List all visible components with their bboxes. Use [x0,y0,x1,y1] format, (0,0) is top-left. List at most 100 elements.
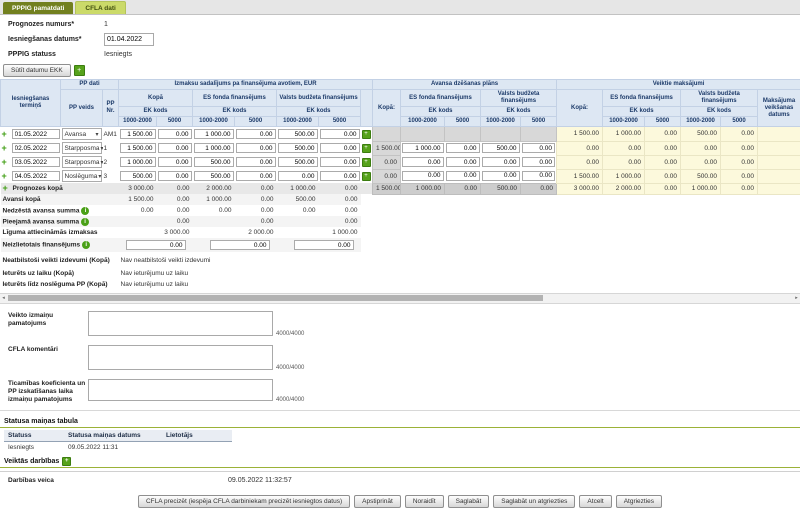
amount-input[interactable] [278,143,318,153]
adz-amount-input[interactable] [446,143,480,153]
scroll-right-icon[interactable]: ▸ [793,295,800,301]
saglabat-button[interactable]: Saglabāt [448,495,490,508]
pp-veids-select[interactable]: Noslēguma [62,170,102,182]
termins-input[interactable] [12,143,60,153]
vm-cell: 1 000.00 [603,127,645,142]
amount-input[interactable] [236,157,276,167]
adz-amount-input[interactable] [522,157,556,167]
expand-veiktas-icon[interactable]: + [62,457,71,466]
row-action-icon[interactable]: + [362,158,371,167]
amount-input[interactable] [236,129,276,139]
summary-value: 0.00 [277,205,319,216]
amount-input[interactable] [194,171,234,181]
adz-amount-input[interactable] [402,171,444,181]
amount-input[interactable] [320,157,360,167]
adz-amount-input[interactable] [446,171,480,181]
amount-input[interactable] [158,129,192,139]
vm-datums-cell [758,141,800,155]
col-header-5000: 5000 [445,117,481,127]
iesniegsanas-datums-input[interactable] [104,33,154,46]
amount-input[interactable] [120,171,156,181]
cfla-komentari-textarea[interactable] [88,345,273,370]
adz-amount-input[interactable] [482,143,520,153]
amount-input[interactable] [320,171,360,181]
termins-input[interactable] [12,171,60,181]
pppig-statuss-value: Iesniegts [104,51,132,58]
adz-amount-input[interactable] [482,157,520,167]
action-buttons: CFLA precizēt (iespēja CFLA darbiniekam … [0,495,800,508]
amount-input[interactable] [320,143,360,153]
info-icon[interactable]: i [81,218,89,226]
expand-row-icon[interactable]: + [2,130,7,138]
vm-total-cell: 1 000.00 [681,183,721,194]
send-ekk-icon[interactable]: + [74,65,85,76]
ticamibas-textarea[interactable] [88,379,273,401]
col-header-ek: EK kods [603,107,681,117]
neizlietotais-input[interactable] [126,240,186,250]
expand-row-icon[interactable]: + [2,144,7,152]
status-datums-value: 09.05.2022 11:31 [64,442,162,454]
scrollbar-thumb[interactable] [8,295,543,301]
pp-veids-select[interactable]: Starpposma [62,142,102,154]
neizlietotais-input[interactable] [294,240,354,250]
noraidit-button[interactable]: Noraidīt [405,495,444,508]
pp-veids-select[interactable]: Avansa [62,128,102,140]
sutit-datumu-ekk-button[interactable]: Sūtīt datumu EKK [3,64,71,77]
termins-input[interactable] [12,157,60,167]
adz-amount-input[interactable] [522,171,556,181]
saglabat-atgriezties-button[interactable]: Saglabāt un atgriezties [493,495,575,508]
amount-input[interactable] [194,129,234,139]
row-action-icon[interactable]: + [362,172,371,181]
vm-cell: 0.00 [645,141,681,155]
amount-input[interactable] [236,171,276,181]
totals-row: + Prognozes kopā 3 000.00 0.00 2 000.00 … [1,183,800,194]
total-cell: 1 000.00 [277,183,319,194]
adz-amount-input[interactable] [402,143,444,153]
status-row: Iesniegts 09.05.2022 11:31 [4,442,232,454]
amount-input[interactable] [278,171,318,181]
tab-cfla-dati[interactable]: CFLA dati [75,1,125,14]
adz-total-cell: 1 500.00 [373,183,401,194]
amount-input[interactable] [236,143,276,153]
veikto-izmainu-textarea[interactable] [88,311,273,336]
adz-amount-input[interactable] [446,157,480,167]
amount-input[interactable] [158,143,192,153]
neatbilstosi-value: Nav neatbilstoši veikti izdevumi [119,252,361,268]
info-icon[interactable]: i [81,207,89,215]
amount-input[interactable] [120,143,156,153]
amount-input[interactable] [158,171,192,181]
amount-input[interactable] [194,143,234,153]
apstiprinat-button[interactable]: Apstiprināt [354,495,401,508]
col-header-1000-2000: 1000-2000 [277,117,319,127]
expand-row-icon[interactable]: + [2,172,7,180]
expand-totals-icon[interactable]: + [3,184,8,192]
amount-input[interactable] [278,157,318,167]
neizlietotais-input[interactable] [210,240,270,250]
prognozes-numurs-value: 1 [104,21,108,28]
scroll-left-icon[interactable]: ◂ [0,295,7,301]
tab-pppig-pamatdati[interactable]: PPPIG pamatdati [3,2,73,14]
atgriezties-button[interactable]: Atgriezties [616,495,662,508]
amount-input[interactable] [194,157,234,167]
horizontal-scrollbar[interactable]: ◂ ▸ [0,293,800,304]
amount-input[interactable] [320,129,360,139]
amount-input[interactable] [278,129,318,139]
expand-row-icon[interactable]: + [2,158,7,166]
info-icon[interactable]: i [82,241,90,249]
row-action-icon[interactable]: + [362,130,371,139]
amount-input[interactable] [158,157,192,167]
amount-input[interactable] [120,157,156,167]
row-action-icon[interactable]: + [362,144,371,153]
col-header-ek: EK kods [481,107,557,117]
adz-amount-input[interactable] [522,143,556,153]
pp-veids-select[interactable]: Starpposma [62,156,102,168]
cfla-precizet-button[interactable]: CFLA precizēt (iespēja CFLA darbiniekam … [138,495,350,508]
adz-amount-input[interactable] [402,157,444,167]
adz-amount-input[interactable] [482,171,520,181]
summary-group-value: 2 000.00 [193,227,277,238]
termins-input[interactable] [12,129,60,139]
amount-input[interactable] [120,129,156,139]
vm-cell: 0.00 [645,169,681,183]
atcelt-button[interactable]: Atcelt [579,495,611,508]
summary-value: 1 000.00 [193,194,235,205]
